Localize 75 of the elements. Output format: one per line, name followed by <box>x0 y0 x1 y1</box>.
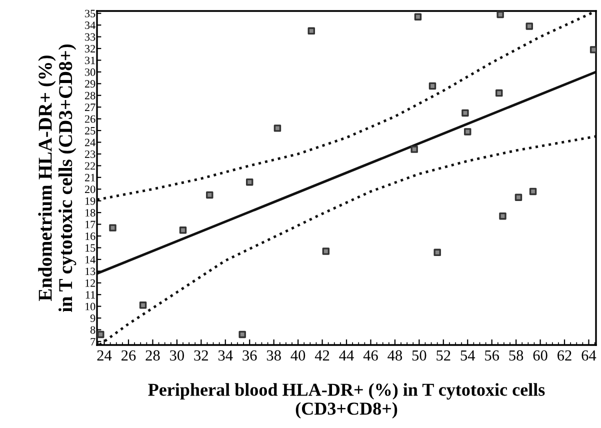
point <box>590 46 596 54</box>
y-tick-label: 24 <box>84 138 96 146</box>
y-tick-label: 30 <box>85 68 96 76</box>
y-tick-label: 13 <box>85 268 96 276</box>
point <box>206 191 214 199</box>
y-tick-label: 8 <box>90 326 96 334</box>
point <box>246 178 254 186</box>
y-tick-label: 27 <box>84 104 96 111</box>
point <box>428 82 436 90</box>
y-tick-label: 34 <box>85 22 96 30</box>
point <box>434 248 441 256</box>
point <box>526 22 533 30</box>
y-tick-label: 12 <box>85 279 95 287</box>
y-tick-label: 22 <box>84 162 95 170</box>
x-tick-label: 34 <box>218 350 233 361</box>
x-tick-label: 52 <box>436 350 450 361</box>
point <box>514 194 522 201</box>
y-tick-label: 26 <box>84 115 96 123</box>
y-tick-label: 16 <box>85 232 96 240</box>
y-tick-label: 19 <box>85 197 96 205</box>
point <box>179 226 187 234</box>
x-tick-label: 50 <box>412 350 426 361</box>
point <box>499 212 506 220</box>
y-tick-label: 17 <box>85 220 96 228</box>
x-tick-label: 28 <box>146 350 160 361</box>
y-axis-title: Endometrium HLA-DR+ (%) in T cytotoxic cells (CD3+CD8+) <box>38 44 76 312</box>
y-tick-label: 15 <box>85 244 96 252</box>
y-tick-label: 32 <box>85 45 95 52</box>
point <box>496 11 504 18</box>
point <box>529 188 537 196</box>
point <box>410 146 418 153</box>
point <box>495 89 503 97</box>
point <box>322 248 330 255</box>
x-tick-label: 30 <box>170 350 184 361</box>
x-tick-label: 38 <box>266 350 281 361</box>
y-tick-label: 10 <box>85 302 96 310</box>
x-tick-label: 42 <box>314 350 330 360</box>
point <box>238 330 246 338</box>
point <box>97 330 104 338</box>
y-tick-label: 28 <box>84 92 96 100</box>
x-tick-label: 60 <box>533 350 548 361</box>
x-tick-label: 44 <box>339 350 354 360</box>
x-tick-label: 64 <box>582 350 596 361</box>
x-tick-label: 26 <box>122 350 136 361</box>
x-axis-title: Peripheral blood HLA-DR+ (%) in T cytotoxic cells (CD3+CD8+) <box>148 383 545 418</box>
x-tick-label: 36 <box>242 350 257 361</box>
y-tick-label: 23 <box>84 150 96 158</box>
y-tick-label: 33 <box>85 33 96 41</box>
point <box>462 109 469 117</box>
y-tick-label: 21 <box>84 174 95 182</box>
x-tick-label: 40 <box>290 350 306 361</box>
x-tick-label: 48 <box>388 350 402 361</box>
x-tick-label: 54 <box>460 350 476 361</box>
x-tick-label: 46 <box>363 350 378 361</box>
point <box>139 302 147 309</box>
x-tick-label: 56 <box>485 350 500 361</box>
y-tick-label: 11 <box>86 291 95 298</box>
y-tick-label: 29 <box>84 80 96 88</box>
x-tick-label: 62 <box>558 350 572 361</box>
y-tick-label: 7 <box>90 338 96 346</box>
y-tick-label: 18 <box>85 209 96 217</box>
y-tick-label: 31 <box>85 56 95 64</box>
point <box>414 13 422 20</box>
y-tick-label: 14 <box>85 256 96 264</box>
y-tick-label: 20 <box>84 186 96 194</box>
x-tick-label: 32 <box>194 350 208 361</box>
point <box>308 27 315 35</box>
x-tick-label: 24 <box>97 350 112 360</box>
y-tick-label: 25 <box>84 127 96 134</box>
y-tick-label: 35 <box>85 10 96 18</box>
point <box>274 124 282 132</box>
point <box>109 224 116 232</box>
y-tick-label: 9 <box>90 314 96 322</box>
x-tick-label: 58 <box>509 350 524 361</box>
point <box>464 128 472 136</box>
